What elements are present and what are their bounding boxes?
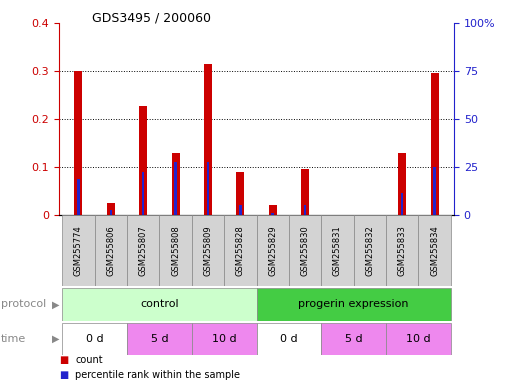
Text: time: time — [1, 334, 26, 344]
Text: progerin expression: progerin expression — [299, 299, 409, 310]
Text: GSM255832: GSM255832 — [365, 225, 374, 276]
Text: GSM255831: GSM255831 — [333, 225, 342, 276]
Text: ■: ■ — [59, 370, 68, 380]
Text: GSM255809: GSM255809 — [204, 225, 212, 276]
Bar — [256, 288, 451, 321]
Text: ▶: ▶ — [52, 299, 59, 310]
Text: 10 d: 10 d — [212, 334, 236, 344]
Bar — [301, 169, 309, 215]
Text: GSM255830: GSM255830 — [301, 225, 309, 276]
Text: ■: ■ — [59, 355, 68, 365]
Bar — [271, 213, 274, 215]
Bar — [74, 71, 83, 215]
Bar — [77, 179, 80, 215]
Bar — [127, 215, 160, 286]
Bar — [207, 162, 209, 215]
Text: 0 d: 0 d — [86, 334, 104, 344]
Bar — [401, 194, 404, 215]
Bar — [386, 323, 451, 355]
Text: 5 d: 5 d — [345, 334, 363, 344]
Bar — [430, 73, 439, 215]
Bar — [62, 323, 127, 355]
Bar — [142, 172, 145, 215]
Bar — [94, 215, 127, 286]
Text: GSM255833: GSM255833 — [398, 225, 407, 276]
Bar — [107, 203, 115, 215]
Text: GSM255834: GSM255834 — [430, 225, 439, 276]
Text: GSM255828: GSM255828 — [236, 225, 245, 276]
Text: percentile rank within the sample: percentile rank within the sample — [75, 370, 241, 380]
Text: protocol: protocol — [1, 299, 46, 310]
Bar — [321, 323, 386, 355]
Bar — [353, 215, 386, 286]
Bar — [289, 215, 321, 286]
Text: count: count — [75, 355, 103, 365]
Bar — [419, 215, 451, 286]
Text: GSM255808: GSM255808 — [171, 225, 180, 276]
Text: 0 d: 0 d — [280, 334, 298, 344]
Bar — [304, 205, 306, 215]
Text: GSM255774: GSM255774 — [74, 225, 83, 276]
Text: GDS3495 / 200060: GDS3495 / 200060 — [92, 12, 211, 25]
Bar — [398, 152, 406, 215]
Bar — [204, 64, 212, 215]
Bar — [256, 215, 289, 286]
Bar — [321, 215, 353, 286]
Bar — [109, 210, 112, 215]
Bar — [192, 323, 256, 355]
Bar — [433, 167, 436, 215]
Text: control: control — [140, 299, 179, 310]
Bar — [236, 172, 244, 215]
Text: 5 d: 5 d — [150, 334, 168, 344]
Bar — [192, 215, 224, 286]
Text: GSM255829: GSM255829 — [268, 225, 277, 276]
Bar — [139, 106, 147, 215]
Bar — [256, 323, 321, 355]
Text: 10 d: 10 d — [406, 334, 431, 344]
Bar — [127, 323, 192, 355]
Bar — [62, 215, 94, 286]
Bar — [62, 288, 256, 321]
Bar — [239, 205, 242, 215]
Text: GSM255807: GSM255807 — [139, 225, 148, 276]
Text: GSM255806: GSM255806 — [106, 225, 115, 276]
Bar — [160, 215, 192, 286]
Bar — [386, 215, 419, 286]
Bar — [269, 205, 277, 215]
Bar — [174, 162, 177, 215]
Text: ▶: ▶ — [52, 334, 59, 344]
Bar — [224, 215, 256, 286]
Bar — [171, 152, 180, 215]
